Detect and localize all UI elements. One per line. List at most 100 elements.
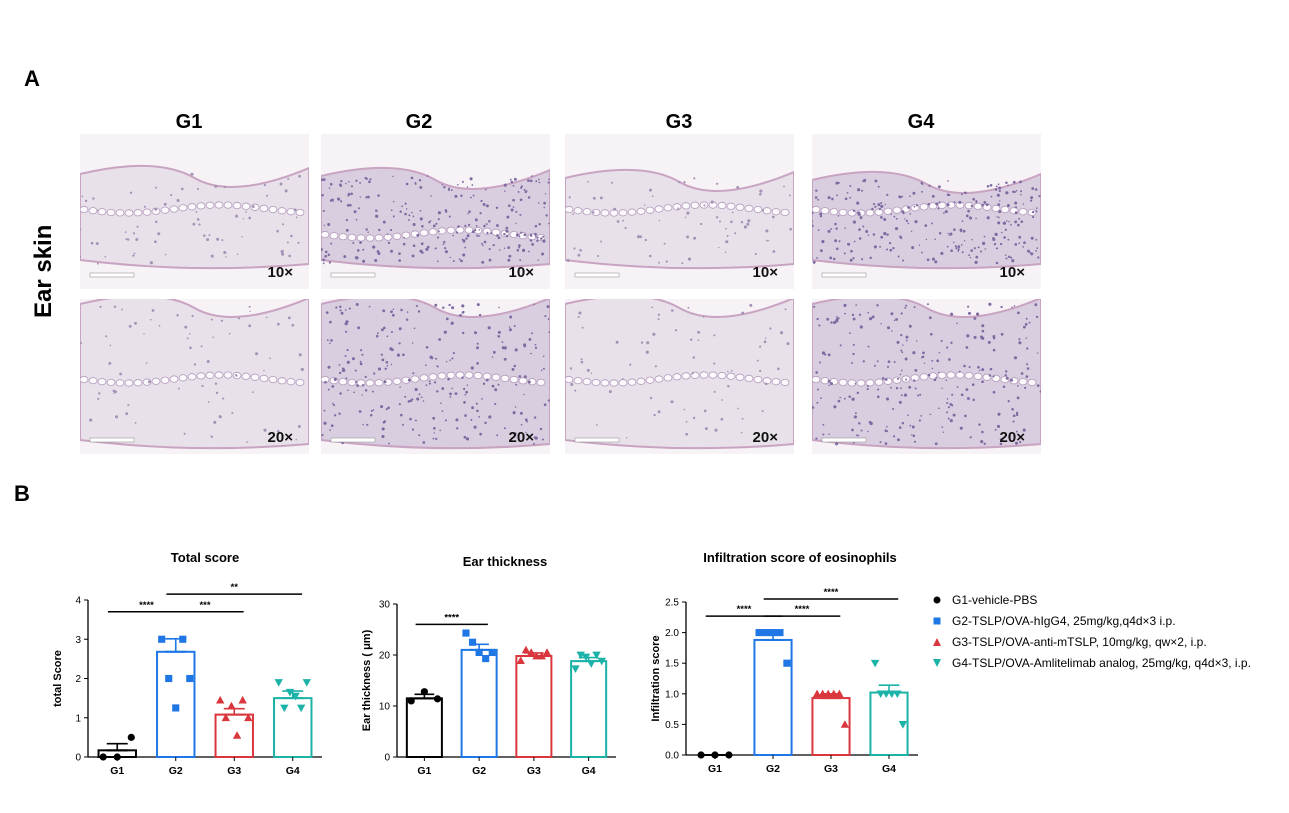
data-point (527, 648, 536, 656)
y-tick-label: 10 (379, 702, 391, 713)
data-point (829, 689, 838, 698)
data-point (571, 665, 580, 673)
chart-title: Total score (171, 550, 239, 565)
micrograph-g4-10x: 10× (812, 134, 1041, 289)
significance-label: **** (444, 612, 459, 623)
significance-label: **** (737, 604, 752, 615)
data-point (812, 689, 822, 698)
data-point (697, 751, 705, 759)
y-tick-label: 3 (75, 635, 81, 646)
data-point (876, 690, 885, 698)
data-point (824, 689, 833, 698)
x-tick-label: G2 (169, 765, 183, 777)
legend-marker-square-icon (933, 617, 941, 625)
magnification-label: 20× (267, 429, 293, 446)
data-point (762, 629, 770, 637)
chart-title: Ear thickness (463, 554, 548, 569)
data-point (537, 651, 546, 660)
magnification-label: 20× (752, 429, 778, 446)
legend-marker-triangle-down-icon (933, 659, 941, 667)
data-point (769, 629, 777, 637)
y-tick-label: 2.0 (665, 628, 679, 639)
y-tick-label: 0 (75, 753, 81, 764)
x-tick-label: G4 (582, 765, 596, 777)
data-point (840, 720, 850, 728)
data-point (532, 651, 541, 660)
micrograph-g3-20x: 20× (565, 299, 794, 454)
magnification-label: 10× (999, 264, 1025, 281)
legend-marker-triangle-up-icon (933, 638, 941, 646)
data-point (898, 721, 908, 729)
y-tick-label: 2.5 (665, 598, 679, 609)
data-point (179, 635, 187, 643)
data-point (783, 659, 791, 667)
bar-g2 (156, 650, 196, 758)
data-point (172, 704, 180, 712)
data-point (882, 690, 891, 698)
data-point (482, 655, 490, 663)
data-point (216, 695, 225, 704)
group-header-g2: G2 (405, 111, 433, 133)
y-tick-label: 1 (75, 713, 81, 724)
data-point (127, 733, 135, 741)
data-point (818, 689, 827, 698)
group-header-g1: G1 (175, 111, 203, 133)
panel-label-b: B (14, 481, 30, 506)
magnification-label: 20× (999, 429, 1025, 446)
data-point (592, 651, 601, 660)
data-point (244, 713, 253, 722)
magnification-label: 10× (752, 264, 778, 281)
micrograph-g2-20x: 20× (321, 299, 550, 454)
data-point (576, 651, 585, 660)
data-point (302, 679, 311, 687)
x-tick-label: G1 (708, 763, 722, 775)
bar-g3 (515, 655, 553, 759)
y-tick-label: 0 (384, 753, 390, 764)
x-tick-label: G2 (472, 765, 486, 777)
significance-label: **** (139, 600, 154, 611)
x-tick-label: G1 (417, 765, 431, 777)
data-point (475, 648, 483, 657)
y-axis-label: total Score (52, 650, 64, 707)
micrograph-g1-10x: 10× (80, 134, 309, 289)
legend-item-g2: G2-TSLP/OVA-hIgG4, 25mg/kg,q4d×3 i.p. (930, 613, 1176, 629)
data-point (158, 635, 166, 643)
data-point (296, 704, 306, 713)
data-point (420, 688, 428, 696)
data-point (433, 695, 442, 703)
data-point (238, 695, 247, 704)
data-point (186, 674, 194, 683)
y-tick-label: 30 (379, 600, 391, 611)
data-point (516, 656, 525, 664)
micrograph-g3-10x: 10× (565, 134, 794, 289)
legend-item-g3: G3-TSLP/OVA-anti-mTSLP, 10mg/kg, qw×2, i… (930, 634, 1207, 650)
y-tick-label: 1.0 (665, 689, 679, 700)
data-point (462, 629, 470, 637)
data-point (581, 653, 591, 662)
x-tick-label: G3 (824, 763, 838, 775)
legend-marker-circle-icon (933, 596, 941, 604)
micrograph-g1-20x: 20× (80, 299, 309, 454)
x-tick-label: G3 (527, 765, 541, 777)
y-tick-label: 4 (75, 596, 81, 607)
data-point (274, 679, 283, 687)
data-point (776, 629, 784, 637)
significance-label: **** (824, 587, 839, 598)
y-axis-label: Ear thickness ( μm) (361, 629, 373, 731)
panel-label-a: A (24, 66, 40, 91)
y-tick-label: 0.5 (665, 720, 679, 731)
data-point (280, 704, 289, 713)
bar-g2 (460, 648, 498, 759)
magnification-label: 10× (267, 264, 293, 281)
data-point (835, 689, 844, 698)
chart-title: Infiltration score of eosinophils (703, 550, 897, 565)
significance-label: **** (795, 604, 810, 615)
data-point (221, 713, 231, 722)
x-tick-label: G3 (227, 765, 241, 777)
data-point (893, 690, 902, 698)
data-point (755, 629, 763, 637)
y-axis-label: Infiltration score (650, 635, 662, 721)
data-point (725, 751, 733, 759)
y-tick-label: 20 (379, 651, 391, 662)
bar-g4 (570, 660, 608, 758)
